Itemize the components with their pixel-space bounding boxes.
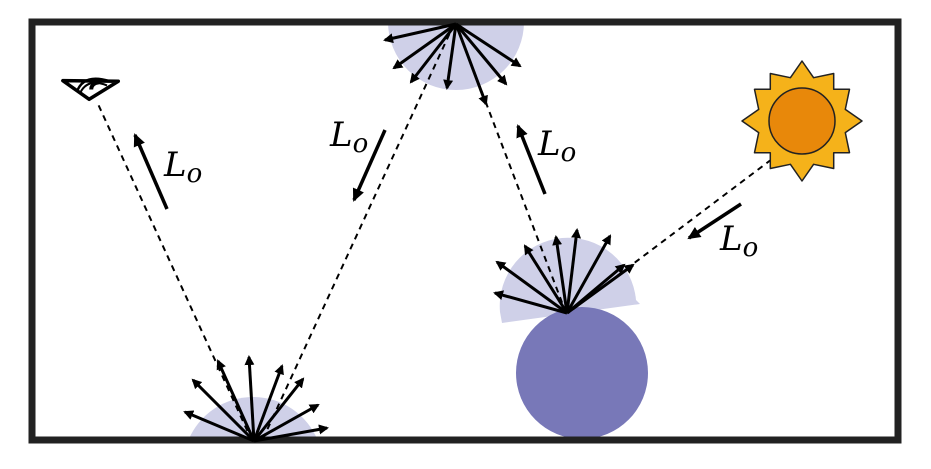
radiance-arrow-to-ceiling — [516, 124, 547, 195]
eye-icon — [61, 77, 121, 102]
radiance-label-floor: Lo — [329, 115, 368, 159]
sphere-scatter-arrows — [493, 228, 635, 315]
radiance-arrows — [133, 124, 742, 240]
ray-floor-to-eye — [97, 103, 253, 442]
radiance-arrow-to-floor — [352, 129, 387, 202]
sphere-object — [516, 307, 648, 439]
radiance-arrow-from-sun — [687, 202, 742, 240]
ray-ceiling-to-floor — [261, 23, 455, 442]
sun-icon — [741, 60, 863, 182]
radiance-labels: Lo Lo Lo Lo — [163, 115, 758, 263]
radiance-label-sun: Lo — [719, 219, 758, 263]
radiance-label-ceiling: Lo — [537, 124, 576, 168]
floor-scatter-arrows — [183, 355, 329, 443]
radiance-arrow-to-eye — [133, 133, 169, 210]
ceiling-scatter-lobe — [388, 22, 524, 90]
scene-border — [28, 18, 902, 444]
radiance-label-eye: Lo — [163, 145, 202, 189]
ceiling-scatter-arrows — [383, 22, 522, 106]
